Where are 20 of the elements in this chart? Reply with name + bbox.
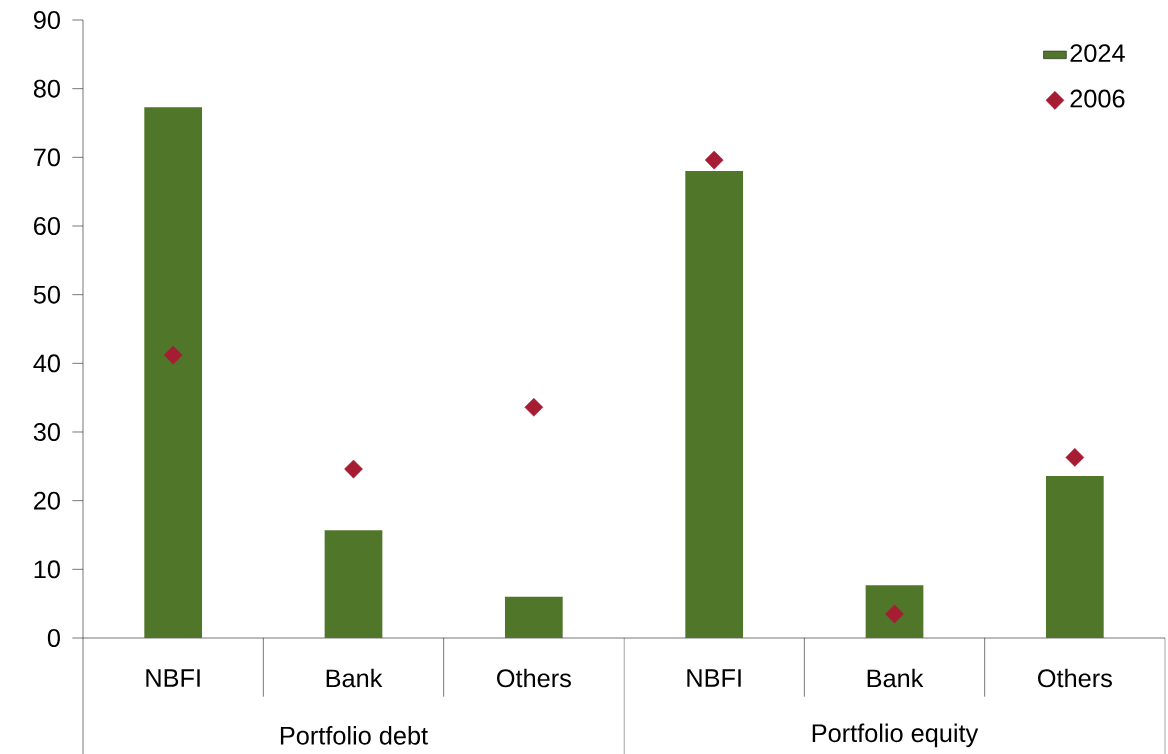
y-tick-label: 10	[34, 560, 60, 579]
y-tick-label: 90	[33, 11, 60, 29]
y-tick-label: 30	[33, 423, 60, 441]
legend-label: 2006	[1070, 89, 1125, 108]
x-tick-label: Bank	[326, 668, 383, 688]
legend-label: 2024	[1070, 44, 1125, 63]
y-tick-label: 60	[34, 217, 60, 235]
y-tick-label: 20	[34, 491, 60, 510]
x-tick-label: Bank	[867, 668, 924, 688]
y-tick-label: 50	[33, 285, 60, 304]
x-tick-label: Others	[497, 668, 571, 688]
x-tick-label: NBFI	[687, 669, 741, 687]
y-tick-label: 80	[33, 79, 60, 98]
x-tick-label: Others	[1038, 668, 1112, 688]
x-tick-label: NBFI	[146, 669, 200, 687]
y-tick-label: 40	[33, 354, 60, 373]
y-tick-label: 70	[34, 148, 60, 167]
text: Portfolio equity	[812, 723, 979, 748]
text: Portfolio debt	[280, 726, 428, 745]
y-tick-label: 0	[47, 629, 60, 647]
